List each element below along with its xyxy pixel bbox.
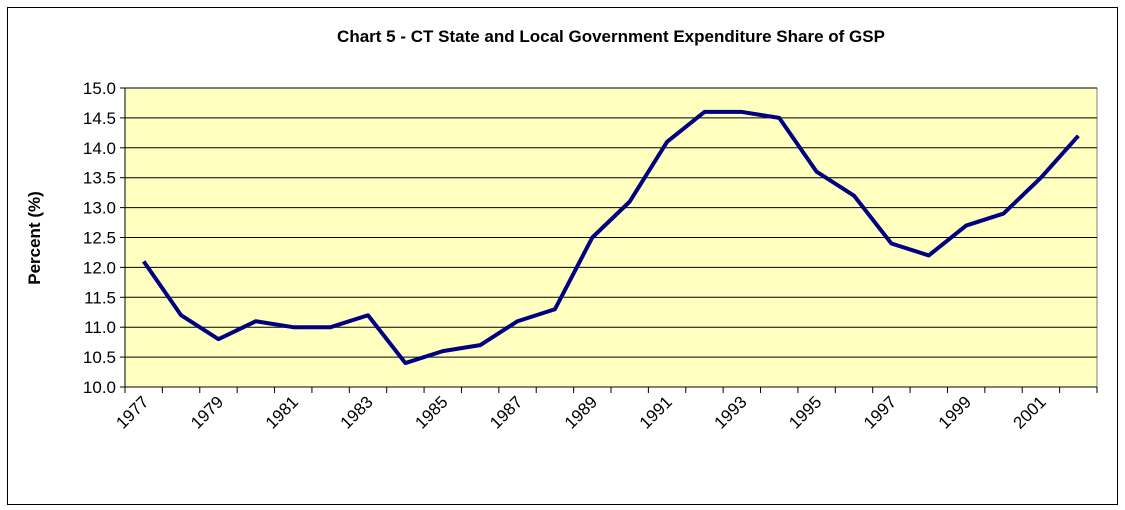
y-tick-label: 13.0: [83, 199, 116, 218]
y-tick-label: 12.5: [83, 229, 116, 248]
y-tick-label: 12.0: [83, 258, 116, 277]
y-tick-label: 14.5: [83, 109, 116, 128]
y-tick-label: 11.5: [84, 288, 116, 307]
y-tick-label: 10.0: [83, 378, 116, 397]
y-tick-label: 10.5: [83, 348, 116, 367]
line-series: [142, 109, 1080, 366]
y-axis-label: Percent (%): [25, 191, 44, 285]
y-tick-label: 15.0: [83, 79, 116, 98]
y-tick-label: 14.0: [83, 139, 116, 158]
chart-title: Chart 5 - CT State and Local Government …: [337, 27, 885, 46]
y-tick-label: 13.5: [83, 169, 116, 188]
y-tick-label: 11.0: [84, 318, 116, 337]
